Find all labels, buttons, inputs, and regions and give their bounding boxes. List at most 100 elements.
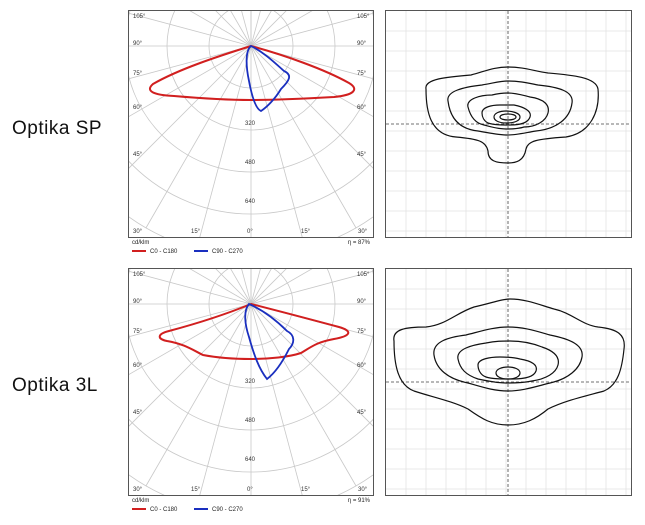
grid-radial-line <box>199 45 252 237</box>
row-label-optika-3l: Optika 3L <box>12 375 98 396</box>
efficiency-label: η = 87% <box>347 240 370 246</box>
grid-radial-line <box>250 45 357 229</box>
grid-radial-line <box>129 303 252 338</box>
legend-text: C90 - C270 <box>212 249 243 255</box>
legend-swatch-blue <box>194 508 208 511</box>
angle-label-right: 60° <box>357 105 367 111</box>
grid-radial-line <box>189 11 252 47</box>
grid-radial-line <box>189 269 252 305</box>
legend-optika-sp: cd/klm η = 87% C0 - C180 C90 - C270 <box>128 240 374 260</box>
angle-label-left: 90° <box>133 41 143 47</box>
grid-radial-line <box>250 11 313 47</box>
legend-text: C0 - C180 <box>150 249 178 255</box>
isolux-contour <box>447 80 573 136</box>
angle-label-left: 45° <box>133 152 143 158</box>
angle-label-left: 105° <box>133 272 146 278</box>
angle-label-right: 45° <box>357 152 367 158</box>
isolux-contour <box>495 366 521 380</box>
grid-radial-line <box>250 12 373 47</box>
isolux-contour <box>493 110 521 124</box>
legend-item-c90-c270: C90 - C270 <box>194 507 243 513</box>
isolux-diagram-optika-sp <box>385 10 632 238</box>
radial-value-label: 320 <box>245 379 256 385</box>
angle-label-left: 45° <box>133 410 143 416</box>
curve-c90-c270 <box>245 44 291 113</box>
bottom-angle-label: 15° <box>301 229 311 235</box>
grid-radial-line <box>129 45 252 169</box>
angle-label-right: 75° <box>357 329 367 335</box>
bottom-angle-label: 15° <box>191 487 201 493</box>
angle-label-right: 75° <box>357 71 367 77</box>
grid-radial-line <box>250 270 373 305</box>
grid-radial-line <box>250 303 373 338</box>
grid-radial-line <box>250 303 357 487</box>
isolux-contour <box>477 356 537 380</box>
grid-radial-line <box>241 269 252 305</box>
isolux-contour <box>393 298 625 426</box>
grid-radial-line <box>129 270 252 305</box>
angle-label-right: 45° <box>357 410 367 416</box>
isolux-contour <box>499 113 517 121</box>
radial-value-label: 320 <box>245 121 256 127</box>
grid-radial-line <box>230 269 252 305</box>
legend-text: C0 - C180 <box>150 507 178 513</box>
polar-svg-optika-3l: 105° 105° 90° 90° 75° 75° 60° 60° 45° 45° 30° 15° 0°… <box>129 269 373 495</box>
grid-radial-line <box>199 303 252 495</box>
polar-diagram-optika-3l: 105° 105° 90° 90° 75° 75° 60° 60° 45° 45° 30° 15° 0°… <box>128 268 374 496</box>
legend-optika-3l: cd/klm η = 91% C0 - C180 C90 - C270 <box>128 498 374 518</box>
isolux-contour <box>481 104 531 126</box>
bottom-angle-label: 30° <box>358 229 368 235</box>
radial-value-label: 480 <box>245 418 256 424</box>
legend-item-c90-c270: C90 - C270 <box>194 249 243 255</box>
isolux-svg-optika-sp <box>386 11 631 237</box>
grid-radial-line <box>145 45 252 229</box>
grid-radial-line <box>250 45 373 117</box>
grid-radial-line <box>250 11 287 47</box>
grid-radial-line <box>250 269 261 305</box>
grid-radial-line <box>250 45 303 237</box>
grid-radial-line <box>129 303 252 427</box>
isolux-contour <box>457 340 559 384</box>
angle-label-left: 60° <box>133 363 143 369</box>
legend-swatch-red <box>132 508 146 511</box>
grid-radial-line <box>250 303 373 375</box>
bottom-angle-label: 0° <box>247 229 253 235</box>
radial-value-label: 480 <box>245 160 256 166</box>
grid-radial-line <box>250 45 373 80</box>
grid-radial-line <box>250 269 313 305</box>
legend-swatch-blue <box>194 250 208 253</box>
legend-item-c0-c180: C0 - C180 <box>132 249 177 255</box>
legend-item-c0-c180: C0 - C180 <box>132 507 177 513</box>
efficiency-label: η = 91% <box>347 498 370 504</box>
unit-label: cd/klm <box>132 498 150 504</box>
angle-label-left: 90° <box>133 299 143 305</box>
grid-radial-line <box>129 12 252 47</box>
bottom-angle-label: 0° <box>247 487 253 493</box>
grid-radial-line <box>250 45 373 169</box>
isolux-diagram-optika-3l <box>385 268 632 496</box>
grid-radial-line <box>145 303 252 487</box>
grid-radial-line <box>129 303 252 375</box>
bottom-angle-label: 30° <box>358 487 368 493</box>
grid-radial-line <box>250 303 373 427</box>
grid-radial-line <box>250 269 272 305</box>
angle-label-right: 90° <box>357 41 367 47</box>
polar-diagram-optika-sp: 105° 105° 90° 90° 75° 75° 60° 60° 45° 45° 30° 15° 0°… <box>128 10 374 238</box>
isolux-contour <box>467 92 549 130</box>
legend-text: C90 - C270 <box>212 507 243 513</box>
angle-label-left: 75° <box>133 329 143 335</box>
grid-radial-line <box>250 269 287 305</box>
angle-label-left: 60° <box>133 105 143 111</box>
grid-radial-line <box>129 45 252 117</box>
angle-label-right: 90° <box>357 299 367 305</box>
isolux-svg-optika-3l <box>386 269 631 495</box>
curve-c90-c270 <box>244 302 295 381</box>
radial-value-label: 640 <box>245 457 256 463</box>
angle-label-right: 60° <box>357 363 367 369</box>
grid-radial-line <box>241 11 252 47</box>
curve-c0-c180 <box>158 302 350 361</box>
angle-label-left: 75° <box>133 71 143 77</box>
bottom-angle-label: 15° <box>301 487 311 493</box>
angle-label-left: 105° <box>133 14 146 20</box>
grid-radial-line <box>215 11 252 47</box>
